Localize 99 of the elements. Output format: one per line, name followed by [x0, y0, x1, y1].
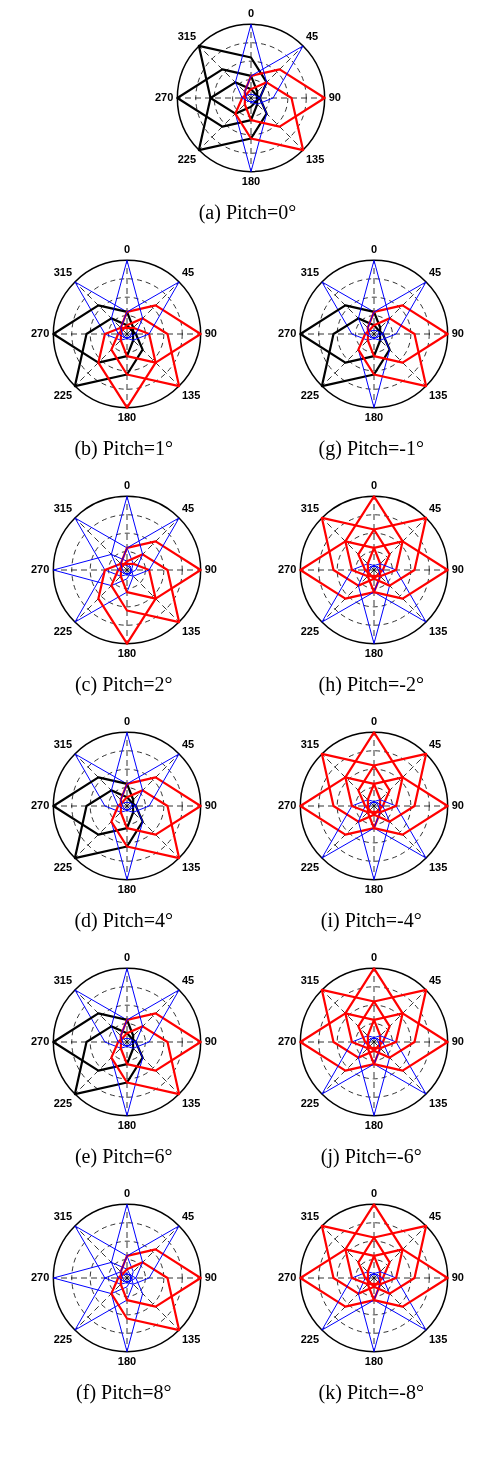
spoke-label: 180	[365, 647, 384, 660]
spoke-label: 225	[300, 1096, 320, 1109]
spoke-label: 90	[204, 327, 217, 340]
spoke-label: 90	[451, 1035, 465, 1048]
spoke-label: 180	[117, 883, 136, 896]
spoke-label: 0	[123, 242, 130, 255]
spoke-label: 45	[181, 737, 194, 750]
spoke-label: 135	[429, 1332, 448, 1345]
spoke-label: 180	[365, 1119, 384, 1132]
text: (b) Pitch=1°	[74, 436, 174, 462]
spoke-label: 90	[328, 91, 341, 104]
spoke-label: 135	[181, 1096, 201, 1109]
spoke-label: 0	[371, 478, 378, 491]
text: (k) Pitch=-8°	[318, 1380, 424, 1406]
spoke-label: 90	[204, 1035, 217, 1048]
spoke-label: 135	[181, 388, 201, 401]
spoke-label: 315	[53, 265, 72, 278]
text: (h) Pitch=-2°	[318, 672, 424, 698]
spoke-label: 315	[300, 501, 320, 514]
spoke-label: 225	[53, 1096, 72, 1109]
spoke-label: 45	[181, 1209, 194, 1222]
spoke-label: 90	[451, 327, 465, 340]
spoke-label: 45	[429, 737, 442, 750]
spoke-label: 180	[117, 1119, 136, 1132]
spoke-label: 0	[371, 1186, 378, 1199]
text: (c) Pitch=2°	[74, 672, 173, 698]
spoke-label: 270	[278, 327, 297, 340]
spoke-label: 45	[429, 973, 442, 986]
spoke-label: 135	[305, 152, 324, 165]
text: (e) Pitch=6°	[74, 1144, 173, 1170]
spoke-label: 180	[117, 1355, 136, 1368]
spoke-label: 315	[177, 29, 196, 42]
spoke-label: 135	[429, 388, 448, 401]
spoke-label: 135	[181, 1332, 201, 1345]
spoke-label: 315	[53, 973, 72, 986]
spoke-label: 0	[123, 1186, 130, 1199]
spoke-label: 45	[181, 501, 194, 514]
spoke-label: 270	[30, 1271, 50, 1284]
spoke-label: 90	[204, 799, 217, 812]
spoke-label: 90	[451, 563, 465, 576]
spoke-label: 270	[30, 799, 50, 812]
spoke-label: 270	[30, 1035, 50, 1048]
spoke-label: 315	[300, 737, 320, 750]
spoke-label: 180	[365, 411, 384, 424]
spoke-label: 0	[371, 950, 378, 963]
spoke-label: 270	[154, 91, 173, 104]
spoke-label: 90	[451, 1271, 465, 1284]
spoke-label: 225	[53, 624, 72, 637]
spoke-label: 135	[429, 624, 448, 637]
spoke-label: 180	[117, 411, 136, 424]
spoke-label: 225	[300, 1332, 320, 1345]
spoke-label: 45	[429, 501, 442, 514]
spoke-label: 45	[181, 973, 194, 986]
spoke-label: 45	[181, 265, 194, 278]
spoke-label: 0	[247, 6, 254, 19]
spoke-label: 225	[53, 1332, 72, 1345]
spoke-label: 90	[204, 1271, 217, 1284]
spoke-label: 270	[30, 327, 50, 340]
spoke-label: 45	[429, 1209, 442, 1222]
spoke-label: 135	[429, 860, 448, 873]
spoke-label: 315	[300, 973, 320, 986]
spoke-label: 225	[300, 624, 320, 637]
spoke-label: 270	[278, 1271, 297, 1284]
spoke-label: 225	[53, 860, 72, 873]
spoke-label: 315	[300, 265, 320, 278]
spoke-label: 180	[365, 883, 384, 896]
spoke-label: 270	[30, 563, 50, 576]
spoke-label: 0	[123, 950, 130, 963]
spoke-label: 270	[278, 563, 297, 576]
text: (j) Pitch=-6°	[320, 1144, 422, 1170]
spoke-label: 225	[300, 860, 320, 873]
spoke-label: 45	[429, 265, 442, 278]
spoke-label: 90	[204, 563, 217, 576]
spoke-label: 315	[53, 501, 72, 514]
spoke-label: 225	[53, 388, 72, 401]
spoke-label: 225	[300, 388, 320, 401]
spoke-label: 270	[278, 1035, 297, 1048]
spoke-label: 180	[117, 647, 136, 660]
spoke-label: 0	[371, 242, 378, 255]
spoke-label: 225	[177, 152, 196, 165]
text: (i) Pitch=-4°	[320, 908, 422, 934]
spoke-label: 45	[305, 29, 318, 42]
spoke-label: 135	[429, 1096, 448, 1109]
spoke-label: 0	[123, 478, 130, 491]
spoke-label: 0	[123, 714, 130, 727]
spoke-label: 90	[451, 799, 465, 812]
spoke-label: 270	[278, 799, 297, 812]
spoke-label: 180	[241, 175, 260, 188]
spoke-label: 0	[371, 714, 378, 727]
text: (d) Pitch=4°	[74, 908, 174, 934]
spoke-label: 180	[365, 1355, 384, 1368]
spoke-label: 315	[53, 1209, 72, 1222]
text: (a) Pitch=0°	[198, 200, 297, 226]
text: (f) Pitch=8°	[76, 1380, 172, 1406]
spoke-label: 315	[53, 737, 72, 750]
spoke-label: 315	[300, 1209, 320, 1222]
spoke-label: 135	[181, 860, 201, 873]
spoke-label: 135	[181, 624, 201, 637]
text: (g) Pitch=-1°	[318, 436, 424, 462]
